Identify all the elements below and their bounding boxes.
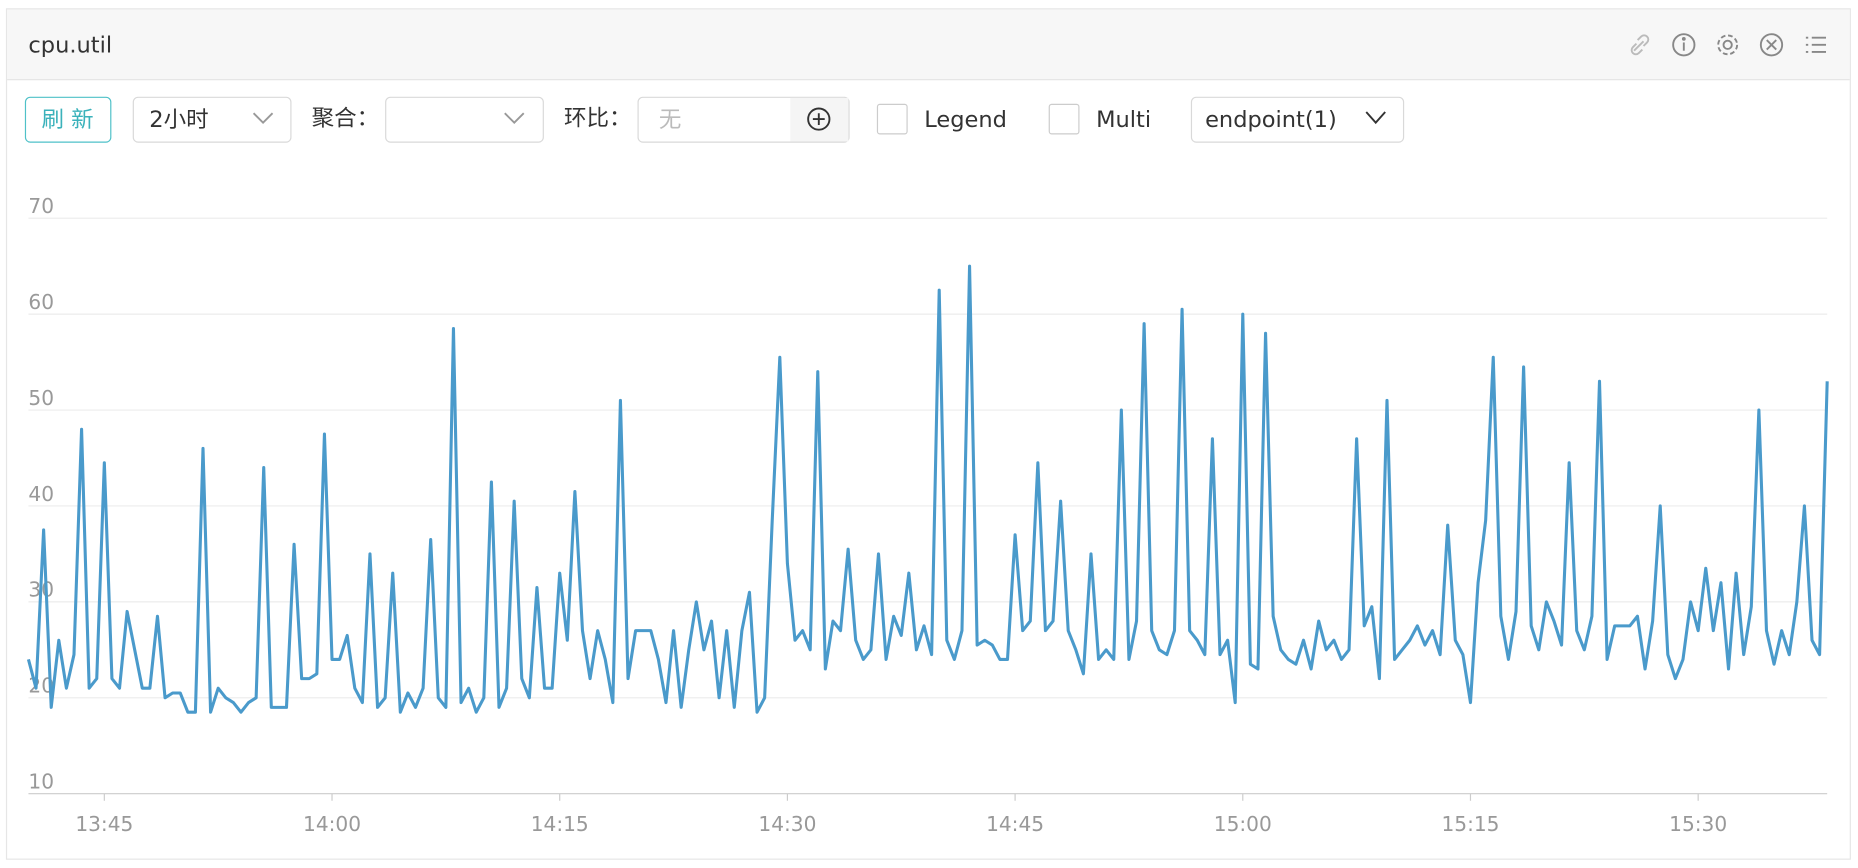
checkbox[interactable] <box>1048 103 1080 135</box>
y-tick-label: 50 <box>28 386 54 410</box>
aggregate-label: 聚合： <box>312 106 380 132</box>
panel-title: cpu.util <box>28 33 112 59</box>
legend-checkbox[interactable]: Legend <box>876 103 1007 135</box>
compare-input[interactable]: 无 <box>637 96 850 143</box>
y-tick-label: 60 <box>28 290 54 314</box>
endpoint-select[interactable]: endpoint(1) <box>1190 96 1405 143</box>
x-tick-label: 13:45 <box>75 812 133 836</box>
checkbox-label[interactable]: Legend <box>924 107 1007 133</box>
select-frame[interactable] <box>1190 96 1405 143</box>
chevron <box>252 112 274 124</box>
close-icon[interactable] <box>1759 33 1784 57</box>
x-tick-label: 14:00 <box>303 812 361 836</box>
card <box>5 8 1851 860</box>
button-label[interactable]: 刷 新 <box>41 107 93 133</box>
time-range-select[interactable]: 2小时 <box>132 96 292 143</box>
input-placeholder: 无 <box>659 107 682 133</box>
y-tick-label: 10 <box>28 770 54 794</box>
header-bar <box>7 9 1850 80</box>
checkbox[interactable] <box>876 103 908 135</box>
add-icon[interactable] <box>807 107 831 131</box>
chevron <box>504 112 525 124</box>
x-tick-label: 14:45 <box>986 812 1044 836</box>
compare-label: 环比： <box>564 106 632 132</box>
select-value[interactable]: endpoint(1) <box>1205 107 1337 133</box>
x-tick-label: 14:15 <box>531 812 589 836</box>
link-icon[interactable] <box>1630 34 1650 56</box>
y-tick-label: 70 <box>28 194 54 218</box>
multi-checkbox[interactable]: Multi <box>1048 103 1151 135</box>
checkbox-label[interactable]: Multi <box>1096 107 1151 133</box>
button-frame[interactable] <box>24 96 112 143</box>
settings-icon[interactable] <box>1717 34 1739 56</box>
y-tick-label: 40 <box>28 482 54 506</box>
select-frame[interactable] <box>385 96 544 143</box>
select-value[interactable]: 2小时 <box>149 107 208 133</box>
aggregate-select[interactable] <box>385 96 544 143</box>
x-tick-label: 14:30 <box>758 812 816 836</box>
series-line <box>26 264 1829 714</box>
refresh-button[interactable]: 刷 新 <box>24 96 112 143</box>
x-tick-label: 15:15 <box>1441 812 1499 836</box>
menu-icon[interactable] <box>1805 36 1827 53</box>
chevron <box>1365 111 1386 125</box>
select-frame[interactable] <box>132 96 292 143</box>
x-tick-label: 15:00 <box>1214 812 1272 836</box>
x-tick-label: 15:30 <box>1669 812 1727 836</box>
info-icon[interactable] <box>1672 33 1696 57</box>
